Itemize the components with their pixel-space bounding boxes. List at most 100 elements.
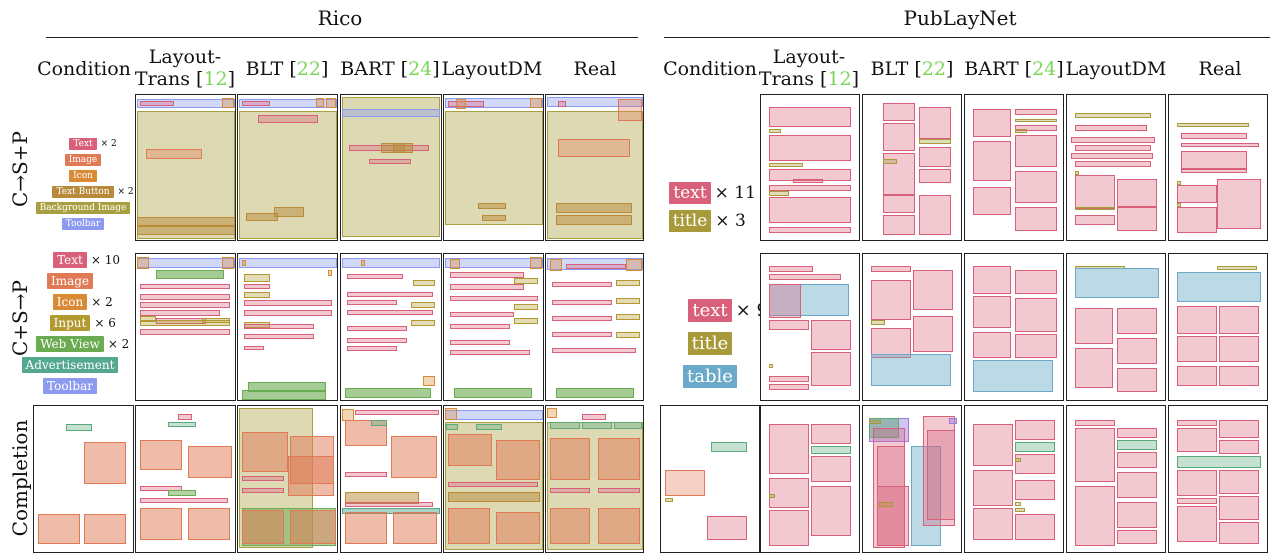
layout-element <box>423 376 435 386</box>
layout-element <box>1117 338 1157 364</box>
layout-element <box>769 185 851 191</box>
condition-tag-toolbar: Toolbar <box>61 218 105 230</box>
layout-element <box>242 260 246 266</box>
layout-element <box>883 159 897 164</box>
layout-element <box>391 436 437 478</box>
layout-element <box>552 332 612 337</box>
layout-element <box>769 274 841 280</box>
layout-element <box>1075 420 1115 426</box>
layout-element <box>919 195 951 235</box>
panel-pub-completion-layoutdm <box>1066 405 1166 553</box>
layout-element <box>361 260 365 266</box>
layout-element <box>1075 486 1115 546</box>
layout-element <box>342 97 440 237</box>
condition-multiplier: × 11 <box>714 183 756 203</box>
layout-element <box>711 442 747 452</box>
layout-element <box>1117 368 1157 392</box>
layout-element <box>1075 268 1159 298</box>
condition-tag-title: title <box>687 332 733 355</box>
col-header-layoutdm: LayoutDM <box>441 58 543 80</box>
layout-element <box>927 430 955 520</box>
layout-element <box>550 508 590 544</box>
layout-element <box>448 101 484 107</box>
layout-element <box>1177 456 1261 468</box>
layout-element <box>769 384 809 390</box>
panel-pub-completion-real <box>1168 405 1268 553</box>
layout-element <box>188 508 230 540</box>
layout-element <box>242 101 270 106</box>
layout-element <box>288 456 334 496</box>
layout-element <box>973 332 1011 358</box>
layout-element <box>626 259 642 271</box>
layout-element <box>769 135 851 161</box>
layout-element <box>345 492 419 504</box>
layout-element <box>244 324 314 329</box>
layout-element <box>973 187 1011 215</box>
pub-col-header-bart: BART [24] <box>964 58 1064 80</box>
layout-element <box>188 446 232 478</box>
layout-element <box>913 316 953 352</box>
layout-element <box>274 207 304 217</box>
layout-element <box>445 98 543 108</box>
layout-element <box>514 318 538 324</box>
layout-element <box>168 490 196 496</box>
layout-element <box>811 456 851 482</box>
layout-element <box>614 422 642 429</box>
layout-element <box>355 410 439 415</box>
layout-element <box>973 424 1013 466</box>
layout-element <box>369 159 411 164</box>
layout-element <box>973 266 1011 294</box>
condition-multiplier: × 3 <box>715 211 746 231</box>
condition-multiplier: × 9 <box>735 300 768 321</box>
layout-element <box>411 302 435 308</box>
pub-col-header-condition: Condition <box>663 58 757 80</box>
layout-element <box>1015 171 1057 203</box>
layout-element <box>923 416 955 526</box>
layout-element <box>879 502 893 507</box>
layout-element <box>811 446 851 454</box>
layout-element <box>1075 308 1113 344</box>
layout-element <box>1075 428 1115 482</box>
layout-element <box>1177 123 1249 127</box>
layout-element <box>1015 125 1057 131</box>
layout-element <box>244 346 264 350</box>
layout-element <box>949 418 957 424</box>
layout-element <box>582 414 606 420</box>
layout-element <box>450 324 510 329</box>
layout-element <box>547 408 557 418</box>
panel-rico-c2sp-bart <box>340 94 442 241</box>
condition-tag-table: table <box>683 365 737 388</box>
layout-element <box>556 203 632 213</box>
layout-element <box>1177 506 1217 542</box>
layout-element <box>140 316 156 322</box>
layout-element <box>347 274 403 279</box>
layout-element <box>445 410 543 420</box>
layout-element <box>448 434 492 466</box>
layout-element <box>137 99 235 108</box>
layout-element <box>973 470 1013 506</box>
panel-rico-completion-condition <box>33 405 134 553</box>
layout-element <box>556 388 634 398</box>
layout-element <box>769 364 773 368</box>
pub-col-header-layoutdm: LayoutDM <box>1065 58 1167 80</box>
layout-element <box>973 141 1011 181</box>
layout-element <box>1015 442 1055 452</box>
group-title-publaynet: PubLayNet <box>903 6 1017 30</box>
panel-pub-c2sp-blt <box>862 94 962 241</box>
layout-element <box>242 510 284 544</box>
layout-element <box>1117 452 1157 468</box>
pub-col-header-blt: BLT [22] <box>870 58 954 80</box>
layout-element <box>1075 125 1147 131</box>
layout-element <box>1177 306 1217 334</box>
layout-element <box>1177 207 1217 233</box>
layout-element <box>550 259 562 271</box>
panel-rico-cs2p-layoutdm <box>443 253 544 401</box>
col-header-bart: BART [24] <box>340 58 440 80</box>
condition-tag-image: Image <box>64 154 102 166</box>
layout-element <box>769 266 813 272</box>
layout-element <box>156 270 224 279</box>
layout-element <box>1075 171 1079 175</box>
col-header-real: Real <box>573 58 617 80</box>
layout-element <box>616 280 640 286</box>
